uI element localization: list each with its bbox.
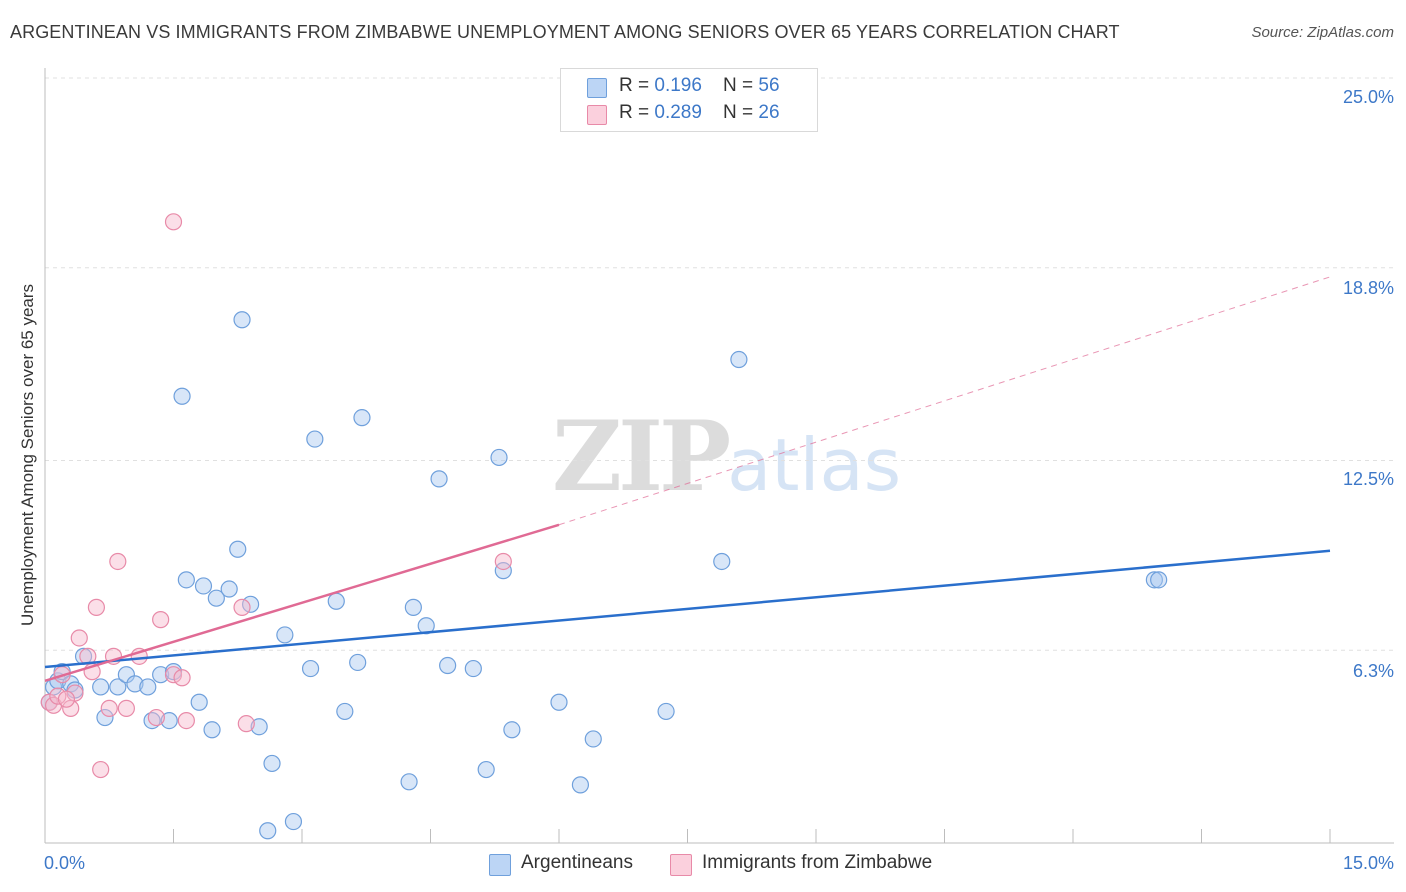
zimbabwe-point-24 xyxy=(57,690,76,708)
argentinean-point-28 xyxy=(259,822,277,840)
y-tick-label-18-8: 18.8% xyxy=(1342,278,1394,298)
argentinean-point-51 xyxy=(657,702,675,721)
x-tick-label-min: 0.0% xyxy=(44,853,86,873)
zimbabwe-point-13 xyxy=(109,552,127,571)
bottom-legend-label-argentineans: Argentineans xyxy=(521,852,633,873)
zimbabwe-trendline-extension xyxy=(558,276,1331,526)
argentinean-point-14 xyxy=(152,666,170,684)
argentinean-point-25 xyxy=(233,311,251,329)
argentinean-point-39 xyxy=(404,598,422,616)
argentinean-trendline xyxy=(44,549,1331,669)
zimbabwe-point-25 xyxy=(173,669,191,687)
argentinean-point-20 xyxy=(194,577,213,595)
legend-stats-argentineans: R = 0.196 N = 56 xyxy=(619,75,780,96)
chart-title: ARGENTINEAN VS IMMIGRANTS FROM ZIMBABWE … xyxy=(10,22,1120,42)
argentinean-point-31 xyxy=(284,812,303,831)
argentinean-point-11 xyxy=(126,675,144,693)
argentinean-point-30 xyxy=(276,626,294,644)
zimbabwe-point-9 xyxy=(87,598,106,616)
zimbabwe-point-20 xyxy=(177,711,195,730)
zimbabwe-point-22 xyxy=(237,715,255,733)
source-credit: Source: ZipAtlas.com xyxy=(1251,24,1394,41)
argentinean-point-34 xyxy=(327,592,345,610)
argentinean-point-18 xyxy=(177,571,195,589)
argentinean-point-45 xyxy=(490,448,508,467)
zimbabwe-point-10 xyxy=(92,760,110,779)
watermark: ZIPatlas xyxy=(552,400,901,513)
zimbabwe-trendline xyxy=(44,523,560,683)
argentinean-point-17 xyxy=(173,387,191,405)
argentinean-point-49 xyxy=(571,776,590,794)
argentinean-point-44 xyxy=(477,760,495,779)
argentinean-point-41 xyxy=(430,470,448,488)
argentinean-point-48 xyxy=(550,693,568,711)
argentinean-point-15 xyxy=(160,711,178,730)
argentinean-point-9 xyxy=(109,678,127,696)
argentinean-point-47 xyxy=(503,721,521,739)
argentinean-point-52 xyxy=(713,552,731,571)
argentinean-point-37 xyxy=(353,409,371,427)
argentinean-point-22 xyxy=(207,589,225,607)
argentinean-point-43 xyxy=(464,659,482,678)
y-tick-label-12-5: 12.5% xyxy=(1342,469,1394,489)
zimbabwe-point-21 xyxy=(233,598,251,616)
argentinean-point-7 xyxy=(92,678,110,696)
zimbabwe-point-14 xyxy=(117,699,135,717)
legend-stats-zimbabwe: R = 0.289 N = 26 xyxy=(619,102,780,123)
x-tick-label-max: 15.0% xyxy=(1342,853,1394,873)
argentinean-point-27 xyxy=(250,718,268,736)
argentinean-point-46 xyxy=(494,562,512,580)
y-tick-label-25: 25.0% xyxy=(1342,87,1394,107)
legend-box: R = 0.196 N = 56 R = 0.289 N = 26 xyxy=(560,68,818,132)
argentinean-point-38 xyxy=(400,773,418,791)
bottom-legend-label-zimbabwe: Immigrants from Zimbabwe xyxy=(702,852,933,873)
zimbabwe-point-5 xyxy=(66,684,84,702)
argentinean-point-35 xyxy=(336,702,354,721)
argentinean-point-24 xyxy=(229,540,247,558)
zimbabwe-point-23 xyxy=(494,552,512,571)
argentinean-point-32 xyxy=(301,659,320,678)
argentinean-point-36 xyxy=(349,653,367,672)
argentinean-point-21 xyxy=(203,721,221,739)
argentinean-point-55 xyxy=(1150,571,1168,589)
y-tick-label-6-3: 6.3% xyxy=(1352,661,1394,681)
zimbabwe-point-6 xyxy=(70,629,88,647)
argentinean-point-42 xyxy=(439,656,457,675)
argentinean-point-53 xyxy=(730,350,748,369)
zimbabwe-point-16 xyxy=(147,708,165,727)
argentinean-point-19 xyxy=(190,693,208,711)
bottom-legend-swatch-argentineans xyxy=(489,854,511,876)
bottom-legend-swatch-zimbabwe xyxy=(670,854,692,876)
argentinean-point-23 xyxy=(220,580,238,598)
watermark-zip: ZIP xyxy=(552,400,731,513)
argentinean-point-50 xyxy=(584,730,602,748)
zimbabwe-point-11 xyxy=(100,699,118,717)
zimbabwe-point-19 xyxy=(164,213,183,231)
argentinean-point-29 xyxy=(263,754,281,773)
argentinean-point-12 xyxy=(139,678,157,696)
legend-swatch-zimbabwe xyxy=(587,105,607,125)
argentinean-point-8 xyxy=(96,708,114,727)
argentinean-point-33 xyxy=(306,430,324,448)
zimbabwe-point-17 xyxy=(152,611,170,629)
legend-swatch-argentineans xyxy=(587,78,607,98)
argentinean-point-10 xyxy=(117,666,135,684)
argentinean-point-54 xyxy=(1145,571,1163,589)
watermark-atlas: atlas xyxy=(727,423,902,507)
